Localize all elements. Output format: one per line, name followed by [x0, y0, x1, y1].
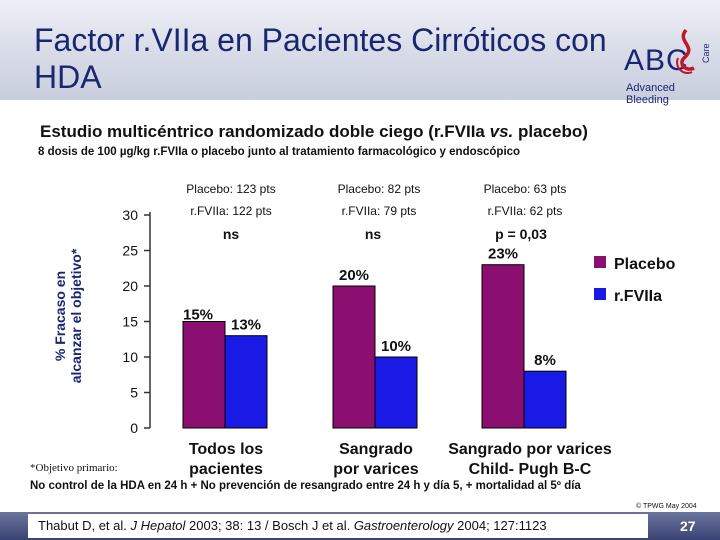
legend: Placebo r.FVIIa [594, 256, 676, 305]
legend-swatch [594, 288, 606, 300]
header-banner: Factor r.VIIa en Pacientes Cirróticos co… [0, 0, 720, 106]
page-number: 27 [680, 518, 696, 534]
category-label-1-line2: pacientes [189, 461, 263, 478]
bar-labels: 15% 20% 23% 13% 10% 8% [183, 246, 556, 370]
logo-swoosh-icon [676, 28, 695, 74]
logo-subtitle: Advanced Bleeding [626, 82, 675, 106]
significance-1: ns [222, 226, 240, 242]
group-header-3-placebo: Placebo: 63 pts [483, 182, 567, 196]
bar-value-label: 8% [534, 352, 556, 369]
y-tick-label: 20 [122, 278, 138, 294]
group-header-3-rfviia: r.FVIIa: 62 pts [487, 204, 563, 218]
page-title: Factor r.VIIa en Pacientes Cirróticos co… [34, 22, 607, 95]
bar-rfviia-2 [374, 356, 418, 429]
bar-value-label: 13% [231, 317, 261, 334]
bar-value-label: 20% [339, 267, 369, 284]
bar-value-label: 23% [488, 246, 518, 263]
group-header-2-rfviia: r.FVIIa: 79 pts [341, 204, 417, 218]
group-header-3: Placebo: 63 pts r.FVIIa: 62 pts [450, 178, 600, 222]
category-label-3: Sangrado por varices Child- Pugh B-C [430, 440, 630, 480]
y-tick-label: 30 [122, 207, 138, 223]
category-label-2-line1: Sangrado [339, 441, 413, 458]
y-tick-label: 25 [122, 243, 138, 259]
primary-endpoint-definition: No control de la HDA en 24 h + No preven… [30, 480, 581, 492]
category-label-2: Sangrado por varices [326, 440, 426, 480]
y-ticks: 0 5 10 15 20 25 30 [122, 207, 150, 436]
bar-placebo-2 [332, 285, 376, 429]
copyright: © TPWG May 2004 [636, 503, 697, 510]
bar-placebo-1 [182, 321, 226, 429]
footer-citation-box [28, 514, 648, 538]
group-header-1-placebo: Placebo: 123 pts [186, 182, 276, 196]
bar-placebo-3 [481, 264, 525, 429]
y-tick-label: 15 [122, 314, 138, 330]
bar-value-label: 15% [183, 307, 213, 324]
group-header-2: Placebo: 82 pts r.FVIIa: 79 pts [304, 178, 454, 222]
footnote: *Objetivo primario: [30, 462, 118, 474]
bar-rfviia-3 [523, 370, 567, 429]
dosing-description: 8 dosis de 100 µg/kg r.FVIIa o placebo j… [38, 146, 521, 158]
legend-label: Placebo [614, 256, 676, 273]
y-tick-label: 5 [130, 385, 138, 401]
bar-value-label: 10% [381, 338, 411, 355]
y-tick-label: 0 [130, 420, 138, 436]
y-tick-label: 10 [122, 349, 138, 365]
group-header-1-rfviia: r.FVIIa: 122 pts [190, 204, 272, 218]
category-label-2-line2: por varices [333, 461, 419, 478]
category-label-3-line1: Sangrado por varices [448, 441, 612, 458]
bar-rfviia-1 [224, 335, 268, 429]
significance-3: p = 0,03 [495, 226, 547, 242]
category-label-1-line1: Todos los [188, 441, 264, 458]
group-header-1: Placebo: 123 pts r.FVIIa: 122 pts [156, 178, 306, 222]
bars [182, 264, 567, 429]
category-label-3-line2: Child- Pugh B-C [468, 461, 592, 478]
study-subtitle: Estudio multicéntrico randomizado doble … [40, 122, 588, 141]
legend-swatch [594, 256, 606, 268]
significance-2: ns [364, 226, 382, 242]
legend-label: r.FVIIa [614, 288, 662, 305]
category-label-1: Todos los pacientes [166, 440, 286, 480]
group-header-2-placebo: Placebo: 82 pts [337, 182, 421, 196]
citation: Thabut D, et al. J Hepatol 2003; 38: 13 … [38, 518, 547, 533]
